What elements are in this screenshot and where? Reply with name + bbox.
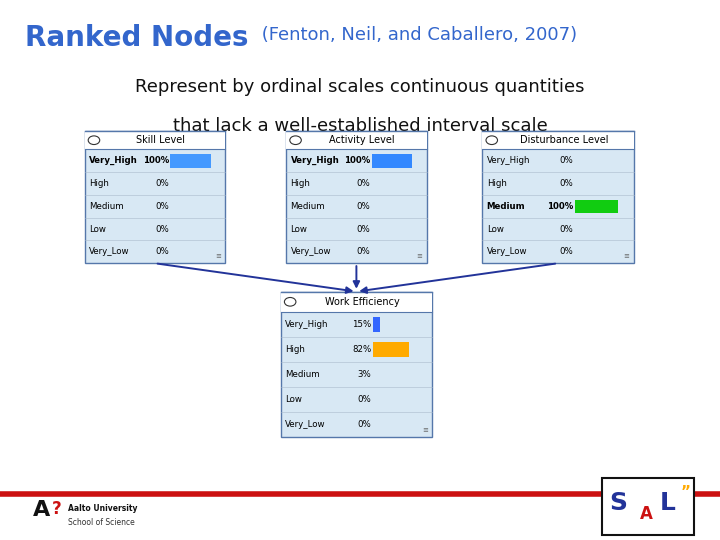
Text: Very_Low: Very_Low [290, 247, 331, 256]
Text: Very_High: Very_High [487, 157, 530, 165]
Bar [287, 131, 426, 263]
Bar [482, 131, 634, 150]
Text: Low: Low [487, 225, 503, 234]
Text: ”: ” [680, 485, 690, 500]
Text: 0%: 0% [356, 202, 370, 211]
Text: 0%: 0% [559, 225, 573, 234]
Text: 100%: 100% [143, 157, 168, 165]
Text: Medium: Medium [487, 202, 526, 211]
Text: Medium: Medium [89, 202, 124, 211]
Text: High: High [487, 179, 507, 188]
Text: Work Efficiency: Work Efficiency [325, 297, 400, 307]
Text: Low: Low [89, 225, 106, 234]
Circle shape [486, 136, 498, 145]
Text: (Fenton, Neil, and Caballero, 2007): (Fenton, Neil, and Caballero, 2007) [256, 26, 577, 44]
Text: High: High [285, 345, 305, 354]
Text: ?: ? [52, 500, 62, 517]
Text: Very_High: Very_High [89, 156, 138, 165]
Text: 82%: 82% [352, 345, 372, 354]
Text: 0%: 0% [155, 202, 168, 211]
Text: ≡: ≡ [416, 253, 423, 259]
Text: 0%: 0% [356, 179, 370, 188]
Text: Activity Level: Activity Level [329, 135, 395, 145]
Bar [85, 131, 225, 263]
Bar [482, 131, 634, 263]
Text: 0%: 0% [356, 225, 370, 234]
Text: Low: Low [290, 225, 307, 234]
Bar [170, 154, 211, 168]
Text: School of Science: School of Science [68, 518, 135, 527]
Text: 0%: 0% [559, 179, 573, 188]
Text: Very_Low: Very_Low [487, 247, 527, 256]
Text: 0%: 0% [356, 247, 370, 256]
Text: 0%: 0% [559, 157, 573, 165]
Text: Skill Level: Skill Level [136, 135, 185, 145]
Circle shape [89, 136, 99, 145]
Text: ≡: ≡ [215, 253, 221, 259]
Text: Very_Low: Very_Low [285, 420, 325, 429]
Text: Ranked Nodes: Ranked Nodes [25, 24, 248, 52]
Text: Low: Low [285, 395, 302, 404]
Bar [287, 131, 426, 150]
Bar [281, 292, 432, 437]
Text: 0%: 0% [559, 247, 573, 256]
Text: 0%: 0% [358, 395, 372, 404]
Text: Medium: Medium [290, 202, 325, 211]
Text: 0%: 0% [155, 225, 168, 234]
Text: that lack a well-established interval scale: that lack a well-established interval sc… [173, 117, 547, 135]
Bar [281, 292, 432, 312]
Text: 100%: 100% [547, 202, 573, 211]
Bar [575, 200, 618, 213]
Text: Disturbance Level: Disturbance Level [520, 135, 608, 145]
Text: Very_Low: Very_Low [89, 247, 130, 256]
Text: Aalto University: Aalto University [68, 504, 138, 513]
Text: Very_High: Very_High [290, 156, 339, 165]
Circle shape [289, 136, 301, 145]
Text: Medium: Medium [285, 370, 320, 379]
Text: 0%: 0% [155, 247, 168, 256]
Text: ≡: ≡ [422, 427, 428, 433]
Text: A: A [640, 505, 653, 523]
Text: 3%: 3% [358, 370, 372, 379]
Bar [373, 317, 379, 332]
Bar [373, 342, 409, 357]
Text: ≡: ≡ [624, 253, 629, 259]
Bar [372, 154, 413, 168]
Text: S: S [610, 491, 628, 515]
Text: 100%: 100% [344, 157, 370, 165]
Text: 0%: 0% [155, 179, 168, 188]
Circle shape [284, 298, 296, 306]
Text: High: High [290, 179, 310, 188]
Text: A: A [32, 500, 50, 519]
Bar [85, 131, 225, 150]
Text: Very_High: Very_High [285, 320, 328, 329]
Text: L: L [660, 491, 676, 515]
Text: 15%: 15% [352, 320, 372, 329]
Text: High: High [89, 179, 109, 188]
Text: 0%: 0% [358, 420, 372, 429]
Text: Represent by ordinal scales continuous quantities: Represent by ordinal scales continuous q… [135, 78, 585, 96]
